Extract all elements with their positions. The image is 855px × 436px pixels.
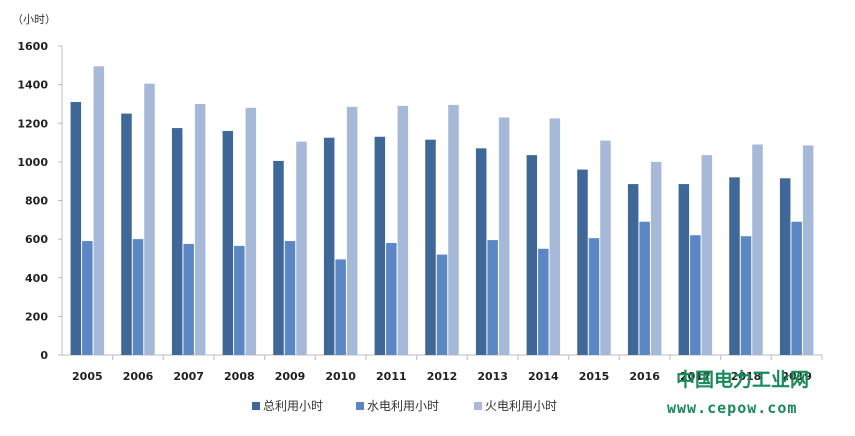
bar-2019-series-2 xyxy=(791,221,802,355)
bar-2005-series-3 xyxy=(93,66,105,355)
legend-swatch-2 xyxy=(356,402,364,410)
bar-2006-series-1 xyxy=(121,113,132,355)
bar-2008-series-3 xyxy=(245,107,257,355)
bar-2012-series-2 xyxy=(436,254,448,355)
bar-2015-series-3 xyxy=(600,140,611,355)
bar-2007-series-1 xyxy=(171,128,183,355)
bars xyxy=(70,66,814,356)
legend-swatch-1 xyxy=(252,402,260,410)
x-tick-label: 2006 xyxy=(123,370,154,383)
watermark-text: 中国电力工业网 xyxy=(676,368,809,391)
x-axis-ticks: 2005 2006 2007 2008 2009 2010 2011 2012 2013 2014… xyxy=(72,355,823,383)
bar-2006-series-2 xyxy=(132,239,144,355)
legend-swatch-3 xyxy=(474,402,482,410)
legend-label-2: 水电利用小时 xyxy=(367,399,439,413)
bar-2006-series-3 xyxy=(144,83,155,356)
bar-2018-series-1 xyxy=(729,177,740,355)
x-tick-label: 2019 xyxy=(781,370,812,383)
x-tick-label: 2012 xyxy=(427,370,458,383)
bar-2018-series-2 xyxy=(740,236,752,355)
bar-2014-series-1 xyxy=(526,155,538,355)
bar-2015-series-1 xyxy=(577,169,588,355)
y-tick-label: 1200 xyxy=(17,117,48,130)
bar-2018-series-3 xyxy=(752,144,763,355)
x-tick-label: 2014 xyxy=(528,370,559,383)
x-tick-label: 2008 xyxy=(224,370,255,383)
bar-2013-series-2 xyxy=(487,240,498,355)
y-axis-unit-label: （小时） xyxy=(12,13,56,26)
bar-2010-series-3 xyxy=(346,106,358,355)
bar-2014-series-3 xyxy=(549,118,561,355)
bar-2012-series-3 xyxy=(448,104,459,355)
y-tick-label: 400 xyxy=(25,272,48,285)
legend-label-3: 火电利用小时 xyxy=(485,399,557,413)
x-tick-label: 2017 xyxy=(680,370,711,383)
y-tick-label: 600 xyxy=(25,233,48,246)
watermark: 中国电力工业网 www.cepow.com xyxy=(667,368,809,417)
bar-2008-series-2 xyxy=(234,245,245,355)
y-tick-label: 1000 xyxy=(17,156,48,169)
bar-2005-series-1 xyxy=(70,102,82,355)
bar-2013-series-1 xyxy=(475,148,487,355)
watermark-url: www.cepow.com xyxy=(667,399,797,417)
bar-2016-series-3 xyxy=(650,161,662,355)
bar-2009-series-3 xyxy=(296,141,307,355)
x-tick-label: 2018 xyxy=(731,370,762,383)
bar-2017-series-1 xyxy=(678,184,690,355)
bar-2015-series-2 xyxy=(588,238,600,355)
x-tick-label: 2015 xyxy=(579,370,610,383)
legend: 总利用小时 水电利用小时 火电利用小时 xyxy=(252,399,557,413)
bar-2010-series-1 xyxy=(323,137,335,355)
y-tick-label: 0 xyxy=(40,349,48,362)
x-tick-label: 2011 xyxy=(376,370,407,383)
bar-2012-series-1 xyxy=(425,139,436,355)
x-tick-label: 2016 xyxy=(629,370,660,383)
bar-2017-series-2 xyxy=(690,235,701,355)
y-axis-ticks: 0 200 400 600 800 1000 1200 1400 1600 xyxy=(17,40,62,362)
y-tick-label: 1600 xyxy=(17,40,48,53)
bar-2007-series-3 xyxy=(194,103,206,355)
bar-2011-series-2 xyxy=(386,242,397,355)
x-tick-label: 2010 xyxy=(325,370,356,383)
x-tick-label: 2013 xyxy=(477,370,508,383)
bar-2009-series-1 xyxy=(273,160,284,355)
bar-2019-series-1 xyxy=(779,178,791,355)
bar-2014-series-2 xyxy=(538,248,549,355)
x-tick-label: 2005 xyxy=(72,370,103,383)
bar-2009-series-2 xyxy=(284,241,296,355)
legend-label-1: 总利用小时 xyxy=(263,399,323,413)
bar-2008-series-1 xyxy=(222,130,234,355)
bar-2019-series-3 xyxy=(802,145,814,355)
bar-2017-series-3 xyxy=(701,155,713,355)
bar-2013-series-3 xyxy=(498,117,510,355)
y-tick-label: 800 xyxy=(25,195,48,208)
bar-2011-series-1 xyxy=(374,136,386,355)
y-tick-label: 200 xyxy=(25,310,48,323)
bar-2007-series-2 xyxy=(183,243,194,355)
bar-2005-series-2 xyxy=(82,241,93,355)
y-tick-label: 1400 xyxy=(17,79,48,92)
bar-2010-series-2 xyxy=(335,259,346,355)
x-tick-label: 2007 xyxy=(173,370,204,383)
x-tick-label: 2009 xyxy=(275,370,306,383)
bar-2016-series-1 xyxy=(627,184,639,355)
bar-2011-series-3 xyxy=(397,105,409,356)
bar-2016-series-2 xyxy=(639,221,650,355)
